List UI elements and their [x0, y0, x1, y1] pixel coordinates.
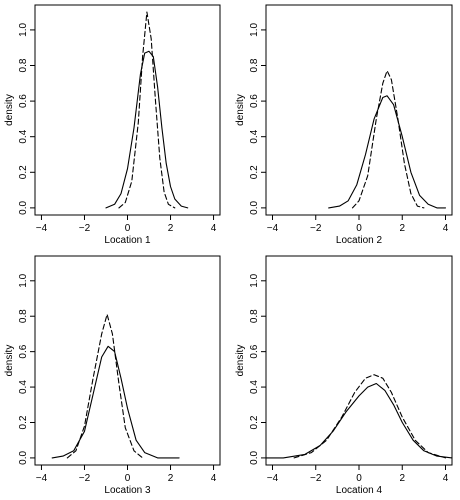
y-tick-label: 0.6	[249, 344, 260, 358]
y-tick-label: 0.0	[18, 451, 29, 465]
y-tick-label: 0.4	[249, 129, 260, 143]
y-tick-label: 0.2	[18, 165, 29, 179]
y-axis-label: density	[235, 345, 246, 377]
y-axis: 0.0 0.2 0.4 0.6 0.8 1.0 density	[235, 23, 266, 215]
y-tick-label: 0.2	[18, 415, 29, 429]
x-tick-label: −4	[267, 473, 279, 484]
plot-frame	[265, 4, 453, 216]
x-tick-label: −4	[36, 223, 48, 234]
y-tick-label: 0.4	[18, 129, 29, 143]
x-axis: −4 −2 0 2 4 Location 4	[267, 465, 449, 496]
dashed-density-line	[66, 313, 144, 459]
x-tick-label: −2	[79, 473, 91, 484]
x-tick-label: 2	[399, 223, 405, 234]
y-tick-label: 0.2	[249, 415, 260, 429]
x-axis: −4 −2 0 2 4 Location 1	[36, 215, 217, 246]
y-tick-label: 0.0	[249, 451, 260, 465]
y-tick-label: 1.0	[249, 273, 260, 287]
dashed-density-line	[118, 11, 176, 209]
panel-4: −4 −2 0 2 4 Location 4 0.0 0.2 0.4 0.6 0.8 1.0 densi…	[235, 255, 453, 496]
y-tick-label: 1.0	[18, 273, 29, 287]
x-tick-label: 2	[168, 223, 174, 234]
y-tick-label: 0.6	[18, 94, 29, 108]
solid-density-line	[51, 345, 180, 459]
y-tick-label: 1.0	[18, 23, 29, 37]
x-tick-label: −4	[36, 473, 48, 484]
y-tick-label: 0.0	[249, 200, 260, 214]
x-tick-label: 0	[125, 473, 131, 484]
x-tick-label: 2	[168, 473, 174, 484]
x-tick-label: 2	[399, 473, 405, 484]
y-tick-label: 0.4	[249, 380, 260, 394]
y-axis: 0.0 0.2 0.4 0.6 0.8 1.0 density	[4, 273, 35, 465]
y-axis-label: density	[4, 345, 15, 377]
y-tick-label: 0.8	[18, 309, 29, 323]
x-axis-label: Location 2	[336, 235, 383, 246]
plot-frame	[34, 4, 221, 216]
x-tick-label: 0	[356, 473, 362, 484]
y-tick-label: 0.8	[18, 58, 29, 72]
x-tick-label: 4	[443, 473, 449, 484]
plot-frame	[265, 255, 453, 466]
panel-1: −4 −2 0 2 4 Location 1 0.0 0.2 0.4 0.6 0.8 1.0 densi…	[4, 4, 221, 246]
x-axis-label: Location 4	[336, 485, 383, 496]
solid-density-line	[265, 382, 453, 459]
y-tick-label: 0.2	[249, 165, 260, 179]
y-axis-label: density	[4, 94, 15, 126]
x-axis: −4 −2 0 2 4 Location 2	[267, 215, 449, 246]
x-axis-label: Location 1	[104, 235, 151, 246]
y-axis: 0.0 0.2 0.4 0.6 0.8 1.0 density	[4, 23, 35, 215]
panel-3: −4 −2 0 2 4 Location 3 0.0 0.2 0.4 0.6 0.8 1.0 densi…	[4, 255, 221, 496]
x-tick-label: 4	[211, 473, 217, 484]
x-tick-label: 0	[356, 223, 362, 234]
dashed-density-line	[293, 374, 447, 459]
y-tick-label: 0.4	[18, 380, 29, 394]
y-tick-label: 0.8	[249, 58, 260, 72]
y-tick-label: 1.0	[249, 23, 260, 37]
x-tick-label: 4	[211, 223, 217, 234]
x-tick-label: −2	[310, 473, 322, 484]
x-tick-label: 4	[443, 223, 449, 234]
y-axis: 0.0 0.2 0.4 0.6 0.8 1.0 density	[235, 273, 266, 465]
y-tick-label: 0.6	[18, 344, 29, 358]
x-tick-label: 0	[125, 223, 131, 234]
solid-density-line	[105, 50, 189, 209]
dashed-density-line	[351, 70, 425, 209]
x-axis: −4 −2 0 2 4 Location 3	[36, 465, 217, 496]
y-tick-label: 0.6	[249, 94, 260, 108]
y-axis-label: density	[235, 94, 246, 126]
x-tick-label: −2	[310, 223, 322, 234]
y-tick-label: 0.8	[249, 309, 260, 323]
solid-density-line	[328, 95, 447, 209]
x-tick-label: −2	[79, 223, 91, 234]
panel-2: −4 −2 0 2 4 Location 2 0.0 0.2 0.4 0.6 0.8 1.0 densi…	[235, 4, 453, 246]
y-tick-label: 0.0	[18, 200, 29, 214]
x-axis-label: Location 3	[104, 485, 151, 496]
x-tick-label: −4	[267, 223, 279, 234]
